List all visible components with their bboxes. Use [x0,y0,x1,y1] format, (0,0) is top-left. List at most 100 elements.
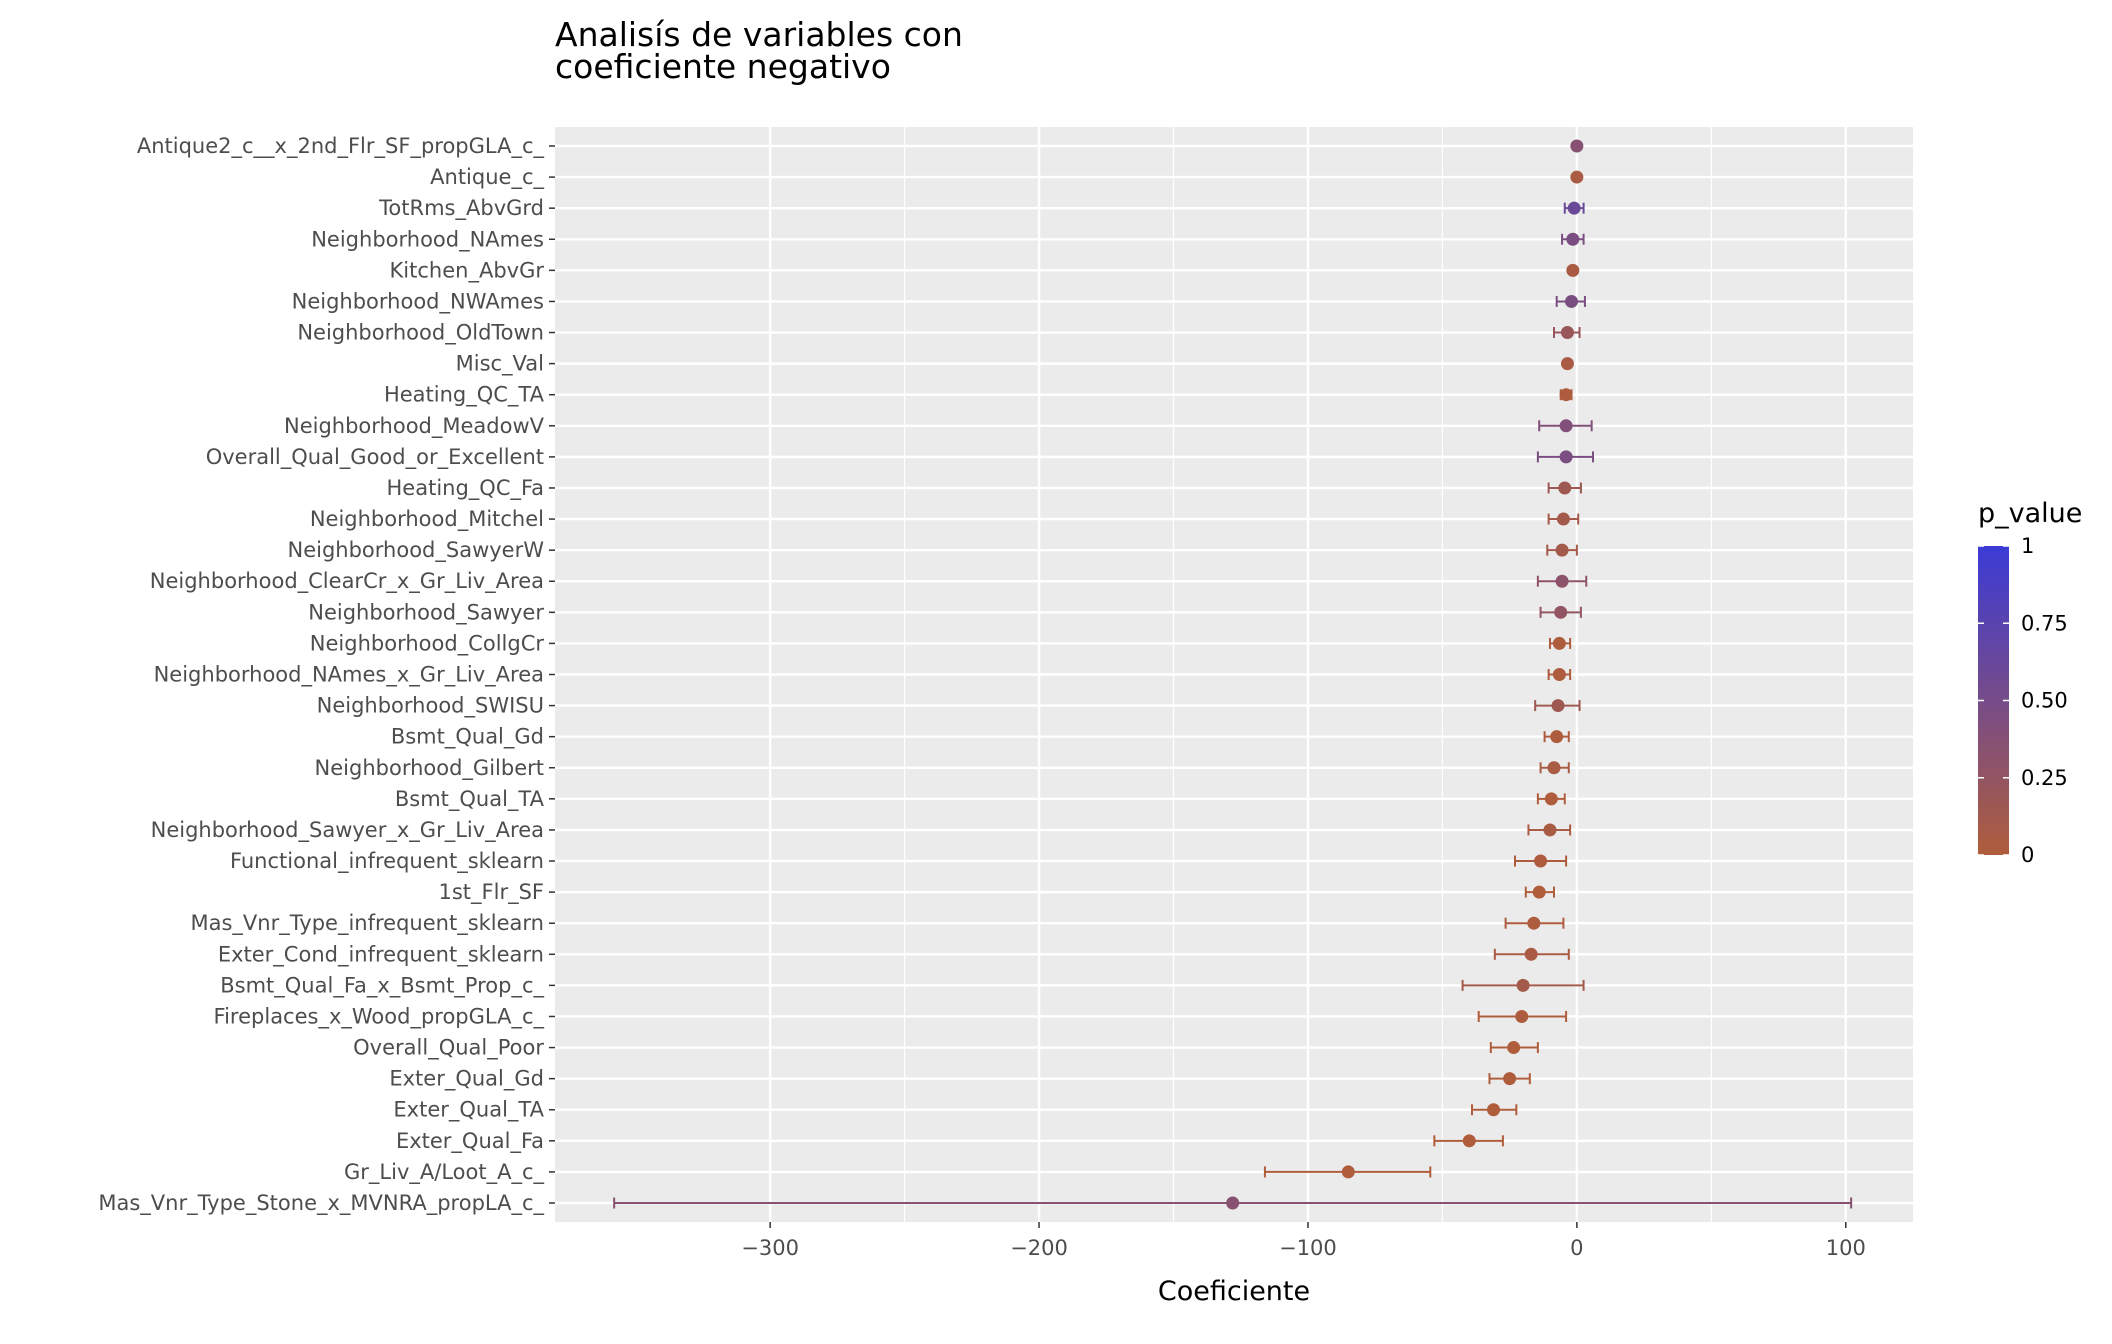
y-tick-label: Functional_infrequent_sklearn [230,849,544,874]
errorbar-mark [1561,232,1585,246]
errorbar-mark [1560,357,1574,371]
coefficient-point [1552,636,1566,650]
errorbar-mark [1534,699,1581,713]
coefficient-point [1556,512,1570,526]
y-tick-label: Neighborhood_Gilbert [315,756,544,781]
y-tick-label: Neighborhood_OldTown [297,321,544,346]
y-tick-label: Antique2_c__x_2nd_Flr_SF_propGLA_c_ [137,134,545,159]
errorbar-mark [1263,1165,1432,1179]
y-tick-label: Mas_Vnr_Type_Stone_x_MVNRA_propLA_c_ [98,1191,544,1216]
y-tick-label: Exter_Qual_Fa [396,1129,544,1154]
coefficient-point [1566,232,1580,246]
y-tick-label: Heating_QC_Fa [387,476,545,501]
legend-tick-label: 0.50 [2021,689,2068,713]
y-tick-label: Neighborhood_Sawyer_x_Gr_Liv_Area [151,818,544,843]
coefficient-point [1544,792,1558,806]
legend-tick-label: 0 [2021,843,2034,867]
chart-title-line-2: coeficiente negativo [555,47,891,86]
y-tick-label: Neighborhood_SawyerW [287,538,544,563]
y-tick-label: TotRms_AbvGrd [378,196,544,221]
y-tick-label: Kitchen_AbvGr [390,258,545,283]
coefficient-point [1532,885,1546,899]
errorbar-mark [1538,419,1593,433]
coefficient-point [1567,201,1581,215]
coefficient-point [1552,668,1566,681]
coefficient-point [1524,947,1538,961]
y-tick-label: Gr_Liv_A/Loot_A_c_ [344,1160,544,1185]
y-tick-label: Neighborhood_SWISU [317,694,544,719]
errorbar-mark [1489,1041,1539,1055]
errorbar-mark [1477,1009,1568,1023]
coefficient-point [1559,450,1573,464]
y-tick-label: Exter_Cond_infrequent_sklearn [218,942,544,967]
y-tick-label: 1st_Flr_SF [439,880,545,905]
errorbar-mark [1570,139,1584,153]
y-tick-label: Neighborhood_ClearCr_x_Gr_Liv_Area [150,569,544,594]
chart-title-line-1: Analisís de variables con [555,15,963,54]
y-tick-label: Neighborhood_CollgCr [310,631,545,656]
x-tick-label: −200 [1010,1236,1068,1260]
y-tick-label: Heating_QC_TA [384,383,545,408]
y-tick-label: Bsmt_Qual_TA [395,787,545,812]
errorbar-mark [1547,668,1572,681]
y-tick-label: Neighborhood_Sawyer [308,600,544,625]
y-tick-label: Neighborhood_NAmes [311,227,544,252]
y-tick-label: Overall_Qual_Good_or_Excellent [206,445,544,470]
errorbar-mark [1543,730,1570,744]
coefficient-point [1570,139,1584,153]
coefficient-point [1547,761,1561,775]
errorbar-mark [1539,605,1582,619]
errorbar-mark [1514,854,1568,868]
y-axis: Antique2_c__x_2nd_Flr_SF_propGLA_c_ Antiq… [98,134,555,1216]
coefficient-point [1462,1134,1476,1148]
errorbar-mark [1470,1103,1518,1117]
coefficient-point [1570,170,1584,184]
coefficient-point [1559,388,1573,402]
errorbar-mark [1547,481,1582,495]
y-tick-label: Neighborhood_Mitchel [310,507,544,532]
errorbar-mark [1433,1134,1504,1148]
coefficient-point [1503,1072,1517,1086]
coefficient-point [1560,357,1574,371]
y-tick-label: Antique_c_ [430,165,544,190]
errorbar-mark [1546,543,1578,557]
errorbar-mark [613,1196,1853,1210]
coefficient-point [1226,1196,1240,1210]
x-tick-label: 100 [1826,1236,1866,1260]
x-axis-title: Coeficiente [1158,1276,1310,1307]
legend-tick-label: 0.25 [2021,766,2068,790]
coefficient-point [1554,605,1568,619]
coefficient-point [1486,1103,1500,1117]
legend-ticks: 0 0.25 0.50 0.75 1 [1978,534,2068,867]
coefficient-point [1566,263,1580,277]
x-tick-label: 0 [1570,1236,1583,1260]
y-tick-label: Neighborhood_NAmes_x_Gr_Liv_Area [154,663,544,688]
coefficient-point [1543,823,1557,837]
y-tick-label: Misc_Val [456,352,544,377]
coefficient-point [1551,699,1565,713]
y-tick-label: Bsmt_Qual_Fa_x_Bsmt_Prop_c_ [220,973,544,998]
coefficient-point [1534,854,1548,868]
errorbar-mark [1563,201,1585,215]
coefficient-point [1341,1165,1355,1179]
y-tick-label: Fireplaces_x_Wood_propGLA_c_ [214,1004,545,1029]
coefficient-point [1555,543,1569,557]
errorbar-mark [1524,885,1556,899]
legend-title: p_value [1978,498,2082,529]
errorbar-mark [1566,263,1580,277]
errorbar-mark [1536,792,1566,806]
errorbar-mark [1548,636,1572,650]
errorbar-mark [1553,326,1581,340]
errorbar-mark [1555,294,1586,308]
errorbar-mark [1570,170,1584,184]
errorbar-mark [1559,388,1573,402]
y-tick-label: Exter_Qual_Gd [389,1067,544,1092]
y-tick-label: Neighborhood_MeadowV [284,414,545,439]
errorbar-mark [1536,574,1588,588]
coefficient-point [1559,419,1573,433]
series-layer [613,139,1853,1210]
coefficient-point [1550,730,1564,744]
errorbar-mark [1527,823,1572,837]
grid-layer [555,127,1913,1222]
